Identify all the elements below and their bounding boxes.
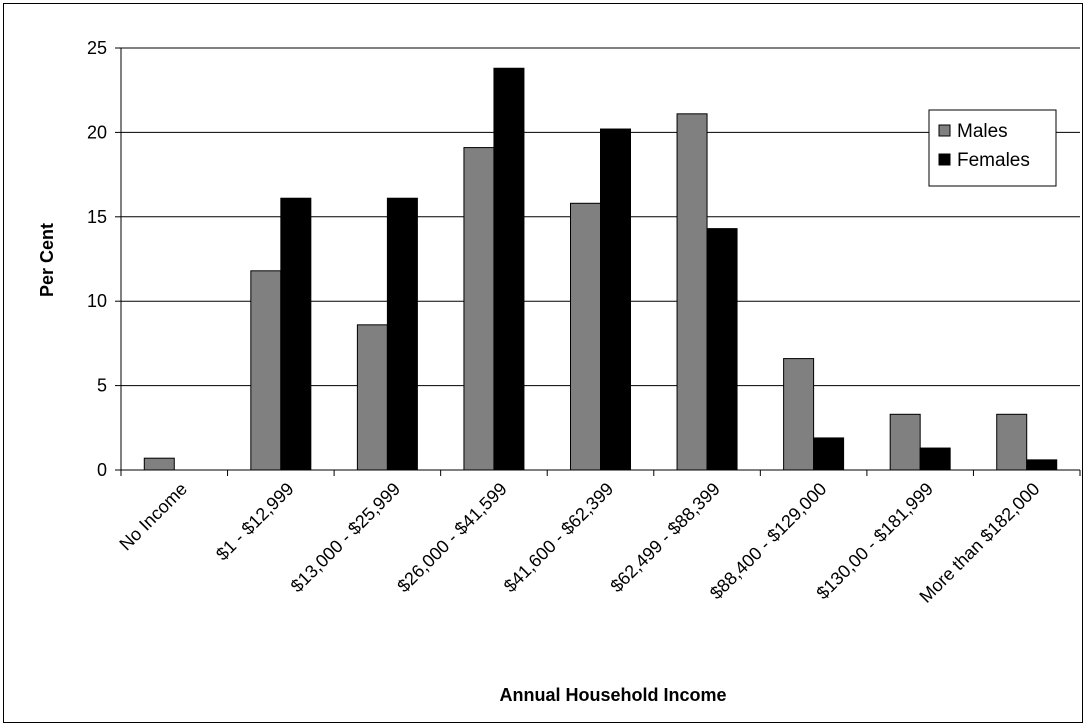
bar-males-1 bbox=[250, 270, 282, 471]
bars bbox=[143, 67, 1058, 471]
bar-males-8 bbox=[996, 413, 1028, 471]
x-tick-label: $1 - $12,999 bbox=[212, 479, 298, 565]
legend-label-males: Males bbox=[957, 121, 1008, 142]
bar-females-6 bbox=[813, 437, 845, 471]
legend-swatch-males bbox=[938, 124, 951, 137]
x-tick-label: $88,400 - $129,000 bbox=[706, 479, 831, 604]
y-tick-label: 15 bbox=[87, 207, 107, 227]
x-tick-label: $13,000 - $25,999 bbox=[287, 479, 404, 596]
x-tick-label: More than $182,000 bbox=[915, 479, 1043, 607]
bar-chart: 0 5 10 15 20 25 No Income $1 - $12,999$13,000 … bbox=[37, 38, 1081, 705]
bar-males-0 bbox=[143, 457, 175, 471]
x-tick-label: No Income bbox=[115, 479, 191, 555]
x-tick-label: $41,600 - $62,399 bbox=[500, 479, 617, 596]
y-tick-label: 0 bbox=[97, 460, 107, 480]
bar-females-7 bbox=[919, 447, 951, 471]
bar-females-3 bbox=[493, 67, 525, 471]
legend-label-females: Females bbox=[957, 150, 1030, 171]
axes bbox=[115, 47, 1081, 476]
x-axis-title: Annual Household Income bbox=[499, 685, 726, 705]
y-tick-label: 25 bbox=[87, 38, 107, 58]
bar-females-2 bbox=[386, 197, 418, 471]
bar-males-2 bbox=[356, 324, 388, 471]
x-tick-labels: No Income $1 - $12,999$13,000 - $25,999$2… bbox=[115, 479, 1043, 607]
bar-females-8 bbox=[1026, 459, 1058, 471]
x-tick-label: $26,000 - $41,599 bbox=[393, 479, 510, 596]
chart-frame: 0 5 10 15 20 25 No Income $1 - $12,999 $13,000 … bbox=[3, 3, 1083, 723]
bar-females-5 bbox=[706, 228, 738, 471]
legend: Males Females bbox=[928, 109, 1057, 187]
x-tick-label: $130,00 - $181,999 bbox=[812, 479, 937, 604]
bar-males-7 bbox=[889, 413, 921, 471]
bar-females-1 bbox=[280, 197, 312, 471]
y-axis-title: Per Cent bbox=[37, 223, 57, 297]
bar-females-4 bbox=[600, 128, 631, 471]
bar-males-4 bbox=[570, 202, 601, 471]
legend-swatch-females bbox=[938, 153, 951, 166]
y-tick-label: 5 bbox=[97, 376, 107, 396]
y-tick-label: 20 bbox=[87, 122, 107, 142]
x-tick-label: $62,499 - $88,399 bbox=[606, 479, 723, 596]
legend-box bbox=[928, 109, 1057, 187]
bar-males-5 bbox=[676, 113, 708, 471]
bar-males-6 bbox=[783, 358, 815, 471]
y-tick-label: 10 bbox=[87, 291, 107, 311]
bar-males-3 bbox=[463, 147, 495, 471]
y-tick-labels: 0 5 10 15 20 25 bbox=[87, 38, 107, 480]
